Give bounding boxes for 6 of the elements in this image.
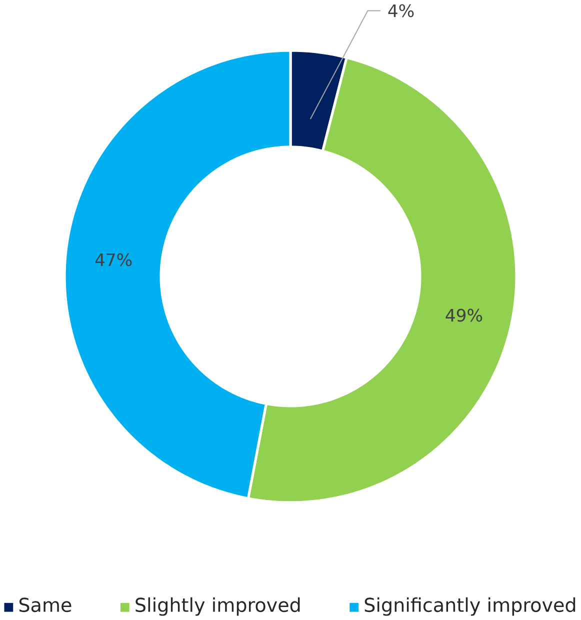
legend-label: Same [19,598,72,612]
data-label: 49% [446,308,482,322]
data-label: 47% [95,253,132,266]
legend-label: Slightly improved [136,597,300,616]
data-label: 4% [388,4,414,18]
legend-label: Significantly improved [364,597,576,616]
